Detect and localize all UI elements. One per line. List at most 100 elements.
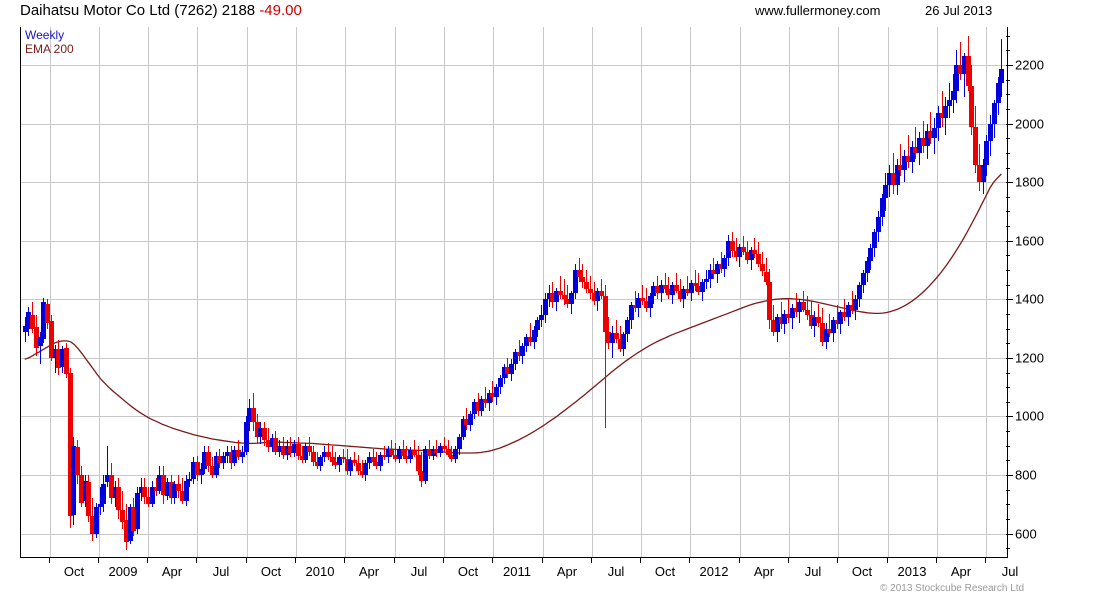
candle-body: [345, 458, 350, 471]
candle-body: [98, 504, 103, 508]
candle-body: [940, 113, 945, 118]
candle-body: [45, 303, 50, 323]
candle-body: [311, 451, 316, 462]
candle-body: [326, 451, 331, 458]
gridline-vertical: [937, 27, 938, 557]
candle-wick: [492, 381, 493, 402]
candle-body: [824, 328, 829, 342]
candle-body: [794, 308, 799, 313]
candle-wick: [616, 319, 617, 344]
gridline-vertical: [740, 27, 741, 557]
candle-body: [232, 450, 237, 464]
candle-body: [629, 305, 634, 320]
candle-body: [913, 147, 918, 153]
candle-body: [954, 65, 959, 92]
candle-body: [880, 198, 885, 218]
candle-body: [330, 457, 335, 462]
y-axis-tick-minor: [1006, 285, 1010, 286]
candle-body: [663, 284, 668, 290]
candle-wick: [893, 152, 894, 194]
candle-body: [131, 507, 136, 531]
x-axis: Oct 2009 Apr Jul Oct 2010 Apr Jul Oct 2011 Apr Jul O…: [20, 558, 1018, 586]
y-axis-tick-major: [1006, 65, 1013, 66]
x-axis-tick: [788, 558, 789, 563]
candle-body: [958, 65, 963, 74]
candle-body: [895, 164, 900, 186]
candle-body: [625, 319, 630, 335]
candle-body: [850, 305, 855, 310]
candle-body: [786, 313, 791, 319]
x-axis-tick: [640, 558, 641, 563]
candle-body: [861, 272, 866, 285]
candle-wick: [560, 275, 561, 300]
candle-wick: [747, 240, 748, 265]
y-axis-label: 800: [1015, 467, 1037, 483]
candle-body: [693, 283, 698, 287]
gridline-horizontal: [21, 534, 1007, 535]
candle-body: [157, 475, 162, 492]
candle-wick: [930, 111, 931, 145]
y-axis-tick-minor: [1006, 490, 1010, 491]
candle-body: [206, 451, 211, 467]
candle-wick: [414, 439, 415, 458]
candle-wick: [451, 445, 452, 462]
candle-body: [139, 486, 144, 493]
candle-body: [60, 349, 65, 367]
candle-body: [973, 126, 978, 165]
gridline-horizontal: [21, 299, 1007, 300]
candle-body: [891, 173, 896, 186]
candle-wick: [642, 284, 643, 306]
candle-wick: [579, 258, 580, 282]
candle-body: [285, 445, 290, 455]
y-axis-tick-major: [1006, 241, 1013, 242]
candle-body: [535, 319, 540, 331]
candle-body: [30, 315, 35, 329]
x-axis-label: Apr: [753, 564, 775, 579]
candle-body: [169, 482, 174, 499]
y-axis-tick-minor: [1006, 50, 1010, 51]
candle-body: [120, 510, 125, 522]
candle-body: [599, 290, 604, 297]
y-axis-label: 1200: [1015, 350, 1044, 366]
candle-body: [730, 240, 735, 251]
candle-body: [404, 455, 409, 459]
x-axis-tick: [591, 558, 592, 563]
candle-wick: [485, 387, 486, 408]
candle-wick: [100, 486, 101, 515]
y-axis-tick-minor: [1006, 446, 1010, 447]
x-axis-tick: [295, 558, 296, 563]
candle-body: [172, 483, 177, 499]
candle-wick: [796, 293, 797, 317]
x-axis-tick: [49, 558, 50, 563]
candle-wick: [960, 41, 961, 80]
candle-wick: [900, 144, 901, 177]
candle-body: [711, 270, 716, 275]
candle-body: [820, 322, 825, 342]
candle-body: [734, 251, 739, 257]
y-axis-label: 1000: [1015, 408, 1044, 424]
x-axis-tick: [394, 558, 395, 563]
candle-body: [165, 482, 170, 496]
candle-body: [887, 173, 892, 186]
x-axis-tick: [887, 558, 888, 563]
candle-wick: [698, 272, 699, 295]
candle-body: [247, 407, 252, 423]
candle-body: [984, 141, 989, 165]
candle-body: [992, 103, 997, 124]
y-axis-tick-minor: [1006, 460, 1010, 461]
candle-body: [696, 286, 701, 292]
y-axis-label: 2000: [1015, 116, 1044, 132]
candle-body: [333, 461, 338, 465]
candle-body: [741, 246, 746, 253]
candle-body: [700, 281, 705, 292]
candle-body: [464, 419, 469, 426]
gridline-horizontal: [21, 241, 1007, 242]
candle-wick: [421, 451, 422, 487]
candle-body: [745, 252, 750, 260]
candle-body: [341, 457, 346, 459]
candle-body: [857, 284, 862, 300]
y-axis-tick-major: [1006, 124, 1013, 125]
candle-body: [389, 448, 394, 455]
x-axis-label: Oct: [654, 564, 676, 579]
candle-body: [101, 483, 106, 505]
